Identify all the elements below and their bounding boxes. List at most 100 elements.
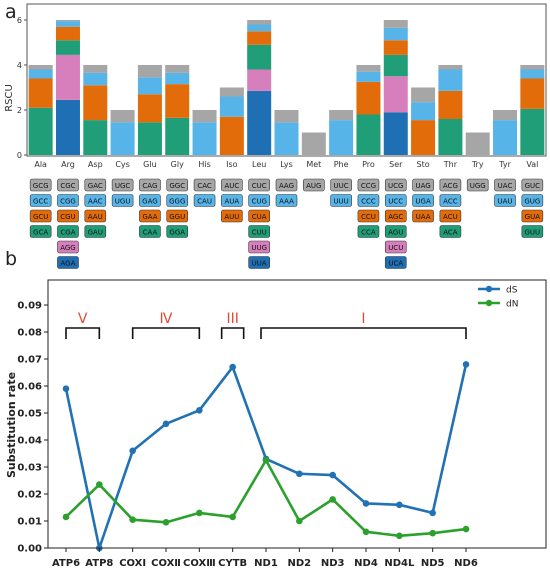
- rscu-bar-segment: [28, 69, 53, 79]
- codon-box: [494, 194, 516, 207]
- codon-box: [439, 209, 462, 223]
- codon-label: CGU: [60, 213, 75, 221]
- codon-box: [248, 225, 270, 238]
- codon-label: CUU: [252, 229, 267, 237]
- codon-box: [29, 194, 52, 207]
- codon-label: AGU: [388, 229, 403, 237]
- codon-label: UUU: [333, 198, 348, 206]
- rscu-y-tick-label: 0: [17, 151, 22, 160]
- codon-box: [412, 194, 434, 207]
- group-label: V: [78, 311, 88, 327]
- rscu-bar-segment: [192, 110, 217, 123]
- rscu-chart: RSCU 0 2 4 6 Ala Arg Asp Cys Glu Gly His Iso Leu Lys…: [4, 3, 547, 269]
- codon-label: UUG: [251, 244, 267, 252]
- codon-box: [384, 240, 407, 254]
- codon-box: [57, 225, 79, 238]
- codon-label: CUG: [251, 198, 266, 206]
- codon-label: ACU: [443, 213, 458, 221]
- codon-label: CCU: [361, 213, 376, 221]
- legend-label-dN: dN: [506, 300, 518, 310]
- codon-legend: GCG GCC GCU GCA CGC CGG CGU CGA AGG AGA GAC AAC AAU G…: [29, 178, 544, 269]
- codon-label: AAC: [88, 198, 103, 206]
- codon-label: UAC: [498, 182, 513, 190]
- data-point-dN: [329, 496, 336, 503]
- rscu-bar-segment: [493, 120, 518, 155]
- codon-box: [221, 178, 243, 192]
- rscu-y-tick-label: 2: [17, 106, 22, 115]
- codon-box: [29, 209, 52, 223]
- group-label: I: [361, 311, 365, 327]
- rscu-x-tick-label: Gly: [171, 160, 184, 169]
- codon-box: [521, 225, 544, 238]
- rscu-bar-segment: [493, 110, 518, 121]
- codon-label: UCC: [388, 198, 403, 206]
- codon-label: CAA: [143, 229, 158, 237]
- codon-label: AAA: [279, 198, 294, 206]
- rscu-bars: [28, 20, 545, 155]
- codon-box: [84, 225, 107, 238]
- rscu-bar-segment: [55, 40, 80, 55]
- data-point-dS: [62, 385, 70, 393]
- codon-box: [521, 209, 544, 223]
- codon-box: [166, 209, 189, 223]
- rscu-bar-segment: [356, 71, 381, 82]
- codon-box: [57, 240, 79, 254]
- codon-box: [357, 209, 380, 223]
- codon-label: CCC: [361, 198, 376, 206]
- rscu-bar-segment: [165, 72, 190, 85]
- subst-x-tick-label: ND5: [421, 558, 445, 569]
- rscu-x-tick-label: Val: [526, 160, 538, 169]
- data-point-dN: [296, 517, 303, 525]
- rscu-bar-segment: [247, 90, 272, 155]
- codon-box: [57, 256, 79, 269]
- codon-box: [166, 225, 189, 238]
- group-label: Ⅳ: [160, 311, 173, 327]
- codon-box: [166, 178, 189, 192]
- rscu-bar-segment: [301, 132, 326, 155]
- rscu-bar-segment: [137, 122, 162, 155]
- rscu-bar-segment: [28, 78, 53, 108]
- rscu-x-tick-label: Thr: [443, 160, 458, 169]
- codon-box: [221, 194, 243, 207]
- codon-label: ACC: [443, 198, 458, 206]
- rscu-bar-segment: [28, 107, 53, 155]
- codon-label: GUA: [525, 213, 541, 221]
- codon-box: [29, 225, 52, 238]
- codon-label: GCA: [33, 229, 48, 237]
- codon-box: [521, 194, 544, 207]
- rscu-bar-segment: [465, 132, 490, 155]
- rscu-y-tick-label: 6: [17, 16, 22, 25]
- codon-label: CUC: [252, 182, 267, 190]
- codon-label: AUG: [306, 182, 321, 190]
- rscu-bar-segment: [83, 120, 108, 155]
- codon-label: AUA: [225, 198, 240, 206]
- codon-box: [84, 178, 107, 192]
- data-point-dS: [296, 470, 303, 478]
- rscu-bar-segment: [55, 54, 80, 100]
- codon-box: [193, 178, 216, 192]
- data-point-dS: [162, 420, 170, 428]
- rscu-bar-segment: [356, 114, 381, 155]
- codon-box: [439, 194, 462, 207]
- codon-box: [303, 178, 325, 192]
- subst-x-tick-label: ND6: [454, 558, 478, 569]
- codon-label: GAU: [88, 229, 103, 237]
- panel-b-label: b: [5, 248, 17, 270]
- codon-label: GUU: [525, 229, 541, 237]
- subst-x-tick-label: ATP6: [52, 558, 80, 569]
- rscu-bar-segment: [520, 69, 545, 79]
- codon-box: [494, 178, 516, 192]
- legend-marker: [485, 299, 493, 307]
- codon-label: GAC: [88, 182, 103, 190]
- rscu-bar-segment: [219, 87, 244, 97]
- rscu-bar-segment: [247, 44, 272, 70]
- rscu-x-tick-label: Ala: [34, 160, 47, 169]
- rscu-bar-segment: [247, 24, 272, 32]
- rscu-bar-segment: [110, 110, 135, 123]
- rscu-bar-segment: [55, 21, 80, 27]
- rscu-bar-segment: [411, 120, 436, 155]
- substitution-chart: Substitution rate 0.000.010.020.030.040.…: [5, 279, 547, 569]
- codon-label: GAG: [142, 198, 158, 206]
- rscu-bar-segment: [83, 65, 108, 73]
- rscu-bar-segment: [219, 96, 244, 117]
